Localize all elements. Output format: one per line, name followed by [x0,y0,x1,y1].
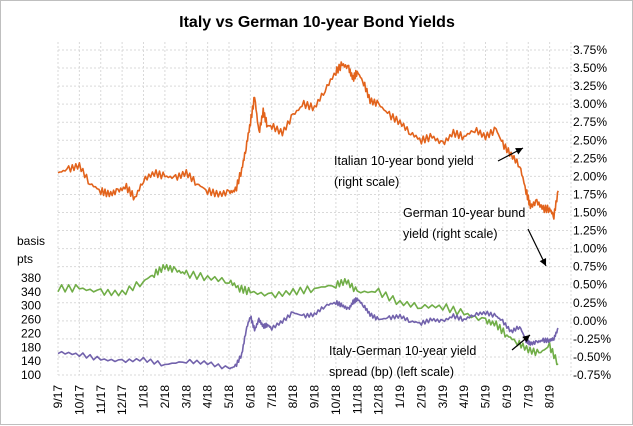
x-tick-label: 1/19 [393,385,407,409]
right-tick-label: 1.25% [573,224,607,238]
left-tick-label: 380 [21,271,41,285]
right-tick-label: 2.00% [573,169,607,183]
x-tick-label: 11/18 [350,385,364,414]
right-tick-label: 0.50% [573,278,607,292]
x-tick-label: 9/17 [51,385,65,409]
x-tick-label: 2/18 [158,385,172,409]
x-tick-label: 8/18 [286,385,300,409]
right-tick-label: 1.75% [573,187,607,201]
x-tick-label: 7/18 [265,385,279,409]
right-tick-label: 3.00% [573,97,607,111]
x-tick-label: 6/18 [243,385,257,409]
chart-title: Italy vs German 10-year Bond Yields [179,14,455,31]
right-tick-label: 1.50% [573,206,607,220]
right-tick-label: 2.50% [573,133,607,147]
left-axis-title-line-2: pts [17,252,33,266]
right-tick-label: 1.00% [573,242,607,256]
x-tick-label: 4/18 [201,385,215,409]
x-tick-label: 12/18 [372,385,386,415]
x-tick-label: 1/18 [137,385,151,409]
left-tick-label: 220 [21,326,41,340]
annotation-german-yield-line-1: German 10-year bund [403,206,525,220]
x-tick-label: 10/18 [329,385,343,415]
annotation-german-yield-line-2: yield (right scale) [403,227,497,241]
gridlines [57,42,572,376]
x-tick-label: 5/18 [222,385,236,409]
left-tick-label: 100 [21,368,41,382]
x-tick-label: 3/18 [179,385,193,409]
annotation-spread-line-1: Italy-German 10-year yield [329,344,476,358]
x-tick-label: 6/19 [500,385,514,409]
left-tick-label: 260 [21,313,41,327]
right-tick-label: 2.25% [573,151,607,165]
x-tick-label: 8/19 [543,385,557,409]
right-tick-label: -0.25% [573,332,611,346]
x-tick-label: 7/19 [521,385,535,409]
x-tick-label: 3/19 [436,385,450,409]
annotation-italian-arrow [497,147,524,162]
right-axis-ticks: 3.75% 3.50% 3.25% 3.00% 2.75% 2.50% 2.25% 2.00%… [573,43,611,382]
x-tick-label: 2/19 [414,385,428,409]
x-tick-label: 5/19 [479,385,493,409]
right-tick-label: -0.75% [573,368,611,382]
right-tick-label: 3.75% [573,43,607,57]
left-axis-title-line-1: basis [17,234,45,248]
left-tick-label: 140 [21,354,41,368]
right-tick-label: 3.25% [573,79,607,93]
right-tick-label: 2.75% [573,115,607,129]
right-tick-label: -0.50% [573,350,611,364]
series-line-1 [57,263,559,366]
left-tick-label: 300 [21,299,41,313]
left-tick-label: 180 [21,340,41,354]
right-tick-label: 3.50% [573,61,607,75]
right-tick-label: 0.25% [573,296,607,310]
x-tick-label: 10/17 [72,385,86,415]
x-axis-ticks: 9/17 10/17 11/17 12/17 1/18 2/18 3/18 4/18 5/18 6… [51,385,557,415]
right-tick-label: 0.00% [573,314,607,328]
annotation-spread-arrow [511,334,531,351]
series-line-0 [57,61,559,220]
left-tick-label: 340 [21,285,41,299]
annotation-german-arrow [527,228,547,267]
series-lines [57,61,559,370]
right-tick-label: 0.75% [573,260,607,274]
x-tick-label: 9/18 [308,385,322,409]
x-tick-label: 11/17 [94,385,108,414]
annotation-italian-yield-line-2: (right scale) [334,175,399,189]
x-tick-label: 12/17 [115,385,129,415]
x-tick-label: 4/19 [457,385,471,409]
annotation-italian-yield-line-1: Italian 10-year bond yield [334,154,474,168]
series-line-2 [57,297,559,370]
annotation-spread-line-2: spread (bp) (left scale) [329,365,454,379]
